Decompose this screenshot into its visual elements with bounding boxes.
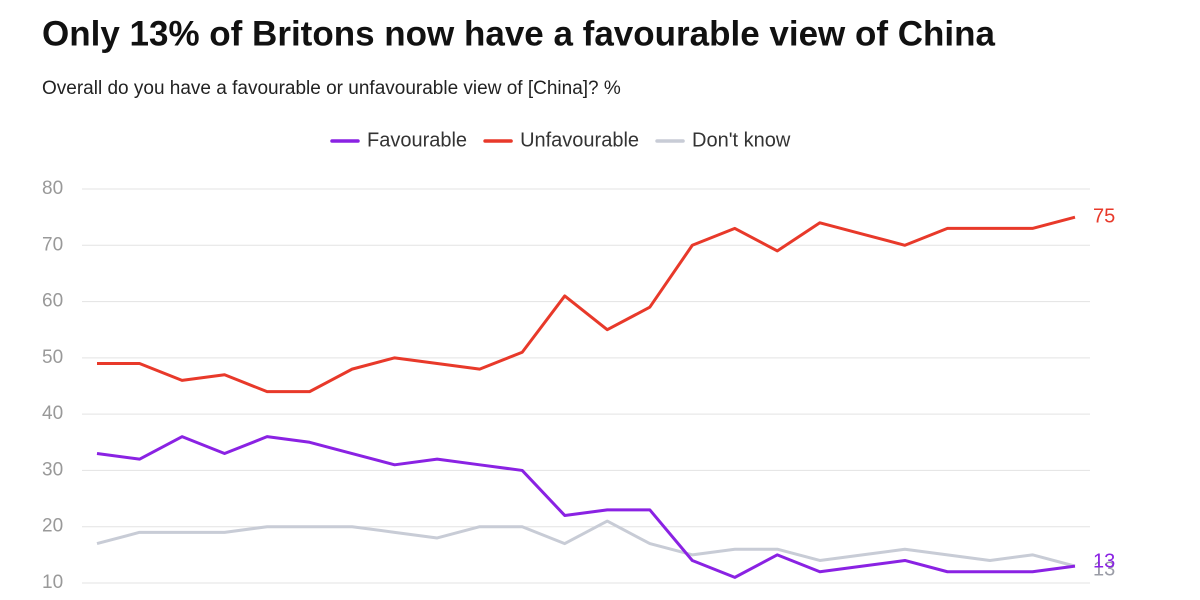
end-label: 13 (1093, 550, 1115, 572)
y-tick-label: 20 (42, 516, 63, 537)
y-tick-label: 70 (42, 234, 63, 255)
legend-label: Favourable (367, 129, 467, 151)
y-tick-label: 80 (42, 178, 63, 199)
series-line (97, 215, 1076, 394)
end-label: 75 (1093, 205, 1115, 227)
chart-subtitle: Overall do you have a favourable or unfa… (42, 78, 621, 99)
y-tick-label: 60 (42, 291, 63, 312)
y-tick-label: 50 (42, 347, 63, 368)
y-tick-label: 30 (42, 459, 63, 480)
legend-label: Don't know (692, 129, 791, 151)
end-label: 13 (1093, 558, 1115, 580)
y-tick-label: 10 (42, 572, 63, 593)
y-tick-label: 40 (42, 403, 63, 424)
series-line (96, 519, 1076, 568)
chart-title: Only 13% of Britons now have a favourabl… (42, 14, 996, 53)
legend-label: Unfavourable (520, 129, 639, 151)
series-line (96, 435, 1076, 579)
